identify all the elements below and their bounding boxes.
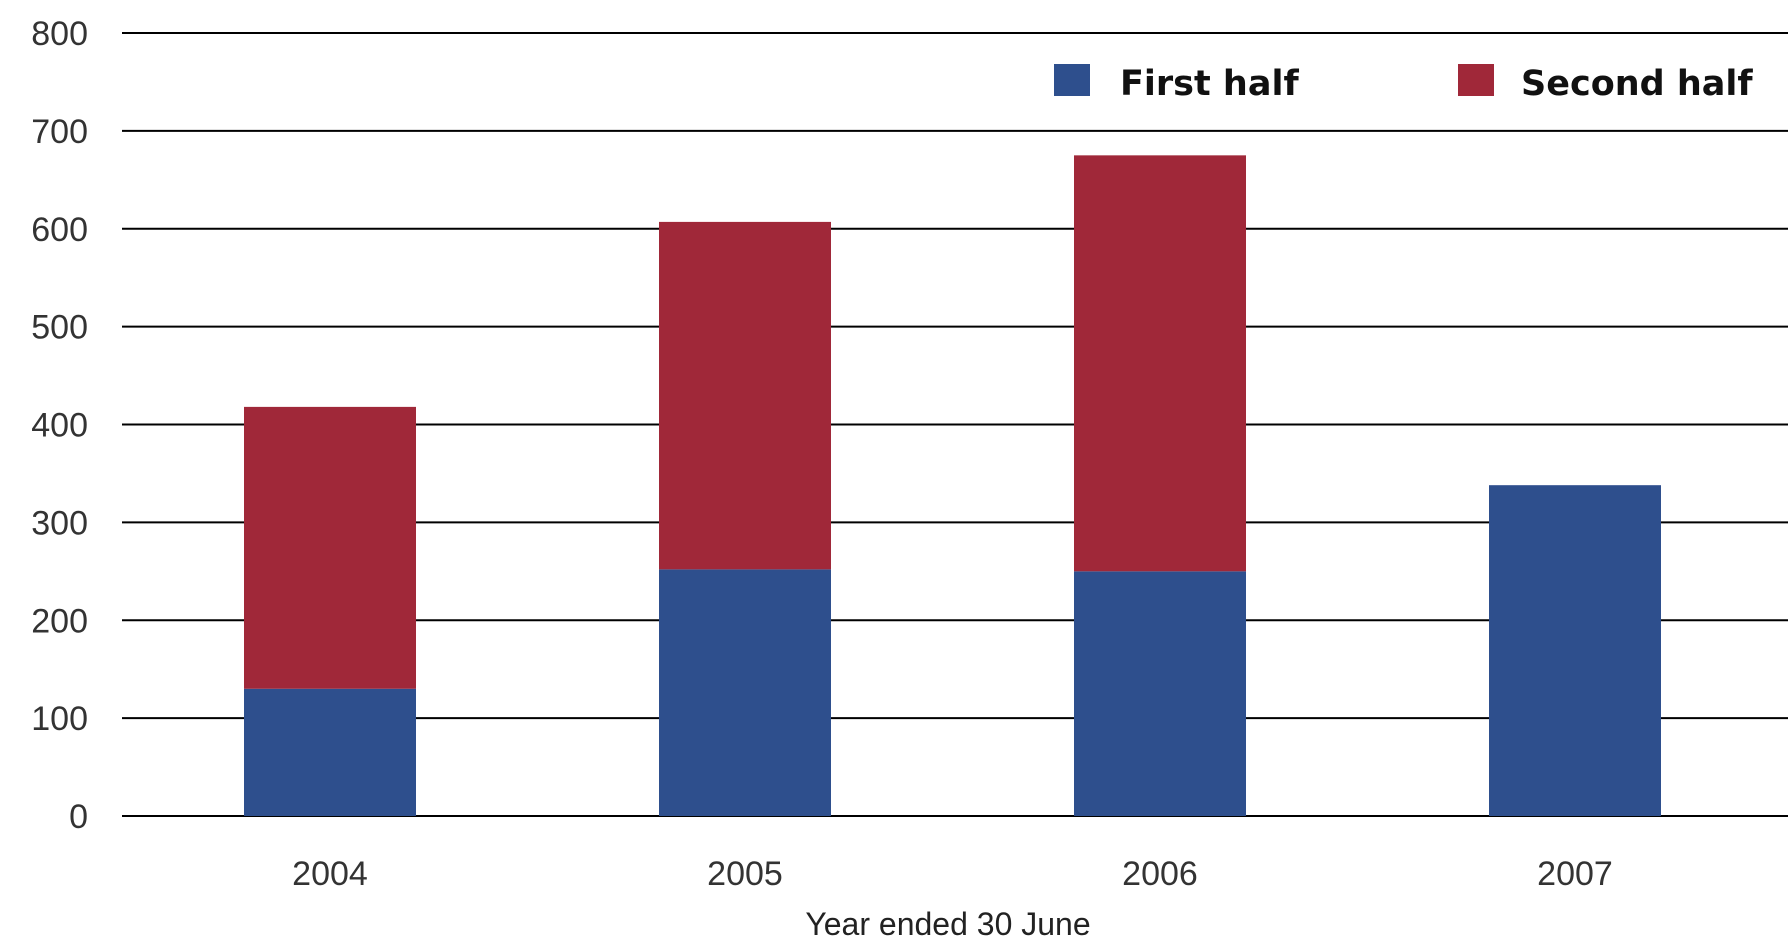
y-tick-label: 200 (31, 602, 88, 640)
bar-2004-second-half (244, 406, 416, 689)
bars (244, 155, 1661, 816)
bar-2006-first-half (1074, 571, 1246, 816)
legend: First half Second half (1054, 64, 1753, 104)
x-tick-label: 2004 (292, 855, 368, 893)
y-tick-label: 600 (31, 211, 88, 249)
bar-2005-second-half (659, 221, 831, 570)
x-tick-label: 2007 (1537, 855, 1613, 893)
bar-2005-first-half (659, 569, 831, 816)
y-axis-ticks: 0 100 200 300 400 500 600 700 800 (31, 15, 88, 836)
legend-swatch-second-half (1458, 64, 1494, 96)
y-tick-label: 800 (31, 15, 88, 53)
legend-label-first-half: First half (1120, 64, 1299, 104)
x-tick-label: 2006 (1122, 855, 1198, 893)
y-tick-label: 400 (31, 407, 88, 445)
x-axis-title: Year ended 30 June (805, 906, 1090, 942)
y-tick-label: 100 (31, 700, 88, 738)
y-tick-label: 500 (31, 309, 88, 347)
bar-2007-first-half (1489, 485, 1661, 816)
bar-2004-first-half (244, 688, 416, 816)
x-axis-ticks: 2004 2005 2006 2007 (292, 855, 1613, 893)
y-tick-label: 700 (31, 113, 88, 151)
y-tick-label: 0 (69, 798, 88, 836)
bar-2006-second-half (1074, 155, 1246, 572)
legend-label-second-half: Second half (1521, 64, 1753, 104)
y-tick-label: 300 (31, 504, 88, 542)
legend-swatch-first-half (1054, 64, 1090, 96)
x-tick-label: 2005 (707, 855, 783, 893)
